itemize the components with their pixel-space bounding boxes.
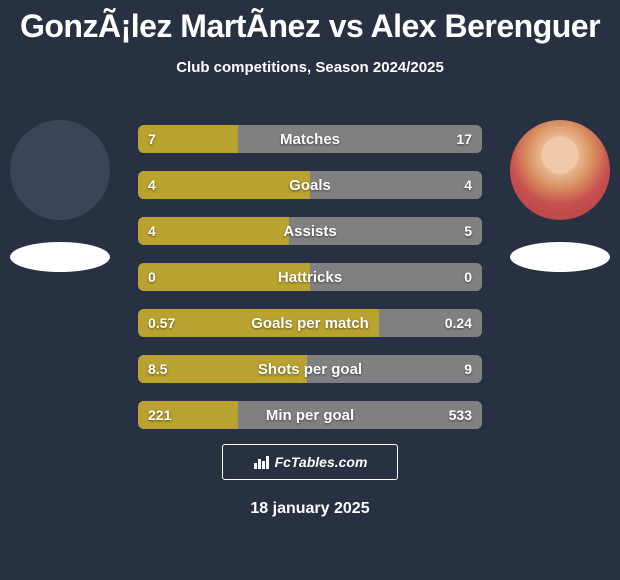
stat-label: Assists: [138, 217, 482, 245]
stat-value-right: 9: [464, 355, 472, 383]
brand-text: FcTables.com: [275, 454, 368, 470]
stat-label: Min per goal: [138, 401, 482, 429]
stat-row: Goals4 4: [138, 171, 482, 199]
stat-value-left: 0.57: [148, 309, 175, 337]
stat-value-right: 0: [464, 263, 472, 291]
stat-value-left: 4: [148, 217, 156, 245]
stat-value-right: 533: [449, 401, 472, 429]
comparison-bars: Matches717Goals44Assists45Hattricks00Goa…: [138, 125, 482, 447]
brand-box: FcTables.com: [222, 444, 398, 480]
date-text: 18 january 2025: [0, 500, 620, 518]
player-right-col: [510, 120, 610, 272]
stat-value-right: 0.24: [445, 309, 472, 337]
stat-label: Shots per goal: [138, 355, 482, 383]
player-left-team-badge: [10, 242, 110, 272]
player-left-avatar: [10, 120, 110, 220]
stat-row: Assists4 5: [138, 217, 482, 245]
player-left-col: [10, 120, 110, 272]
stat-row: Matches7 17: [138, 125, 482, 153]
stat-row: Min per goal221 533: [138, 401, 482, 429]
player-right-team-badge: [510, 242, 610, 272]
stat-value-right: 4: [464, 171, 472, 199]
page-title: GonzÃ¡lez MartÃ­nez vs Alex Berenguer: [0, 0, 620, 45]
stat-value-right: 5: [464, 217, 472, 245]
stat-value-right: 17: [456, 125, 472, 153]
stat-value-left: 221: [148, 401, 171, 429]
stat-row: Goals per match0.57 0.24: [138, 309, 482, 337]
subtitle: Club competitions, Season 2024/2025: [0, 59, 620, 76]
stat-label: Matches: [138, 125, 482, 153]
stat-label: Goals: [138, 171, 482, 199]
stat-value-left: 4: [148, 171, 156, 199]
stat-label: Hattricks: [138, 263, 482, 291]
stat-row: Shots per goal8.5 9: [138, 355, 482, 383]
chart-icon: [253, 454, 271, 470]
stat-label: Goals per match: [138, 309, 482, 337]
stat-value-left: 8.5: [148, 355, 167, 383]
stat-value-left: 7: [148, 125, 156, 153]
stat-value-left: 0: [148, 263, 156, 291]
stat-row: Hattricks0 0: [138, 263, 482, 291]
player-right-avatar: [510, 120, 610, 220]
